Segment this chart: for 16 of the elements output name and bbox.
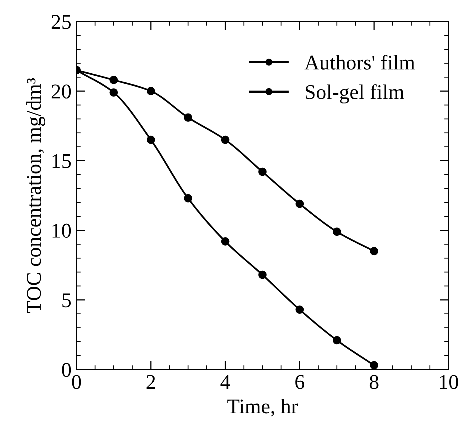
y-tick-label: 20: [52, 84, 72, 99]
y-tick-label: 5: [62, 294, 72, 308]
x-tick-label: 0: [72, 375, 82, 390]
y-axis-title: TOC concentration, mg/dm³: [26, 78, 46, 314]
x-tick-label: 2: [146, 375, 156, 390]
y-tick-label: 25: [52, 15, 72, 30]
x-tick-label: 6: [296, 375, 305, 390]
x-tick-label: 10: [440, 375, 458, 390]
legend-label: Sol-gel film: [306, 84, 404, 104]
y-tick-label: 10: [52, 224, 72, 238]
x-tick-label: 8: [370, 375, 379, 390]
y-tick-label: 15: [52, 154, 72, 168]
x-axis-title: Time, hr: [228, 399, 298, 417]
x-tick-label: 4: [220, 375, 230, 390]
y-tick-label: 0: [62, 363, 72, 378]
legend-label: Authors' film: [304, 55, 416, 70]
